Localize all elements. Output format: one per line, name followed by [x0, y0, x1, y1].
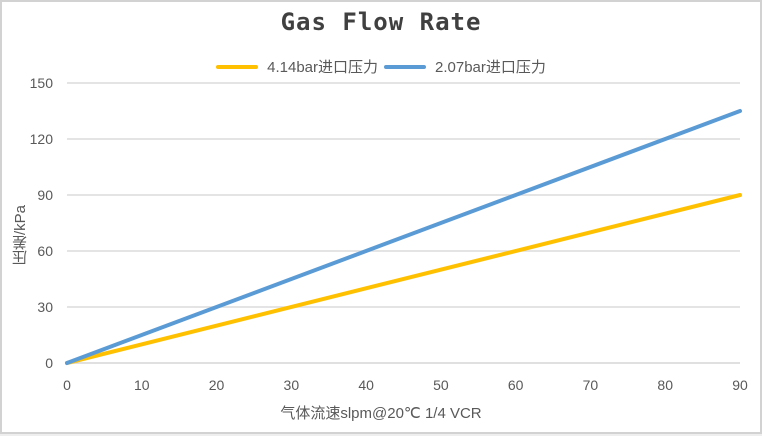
x-axis-title: 气体流速slpm@20℃ 1/4 VCR: [280, 405, 482, 422]
legend-item-2-07bar: 2.07bar进口压力: [384, 56, 546, 77]
legend: 4.14bar进口压力 2.07bar进口压力: [2, 56, 760, 77]
svg-text:30: 30: [284, 377, 300, 393]
svg-text:70: 70: [583, 377, 599, 393]
svg-text:90: 90: [732, 377, 748, 393]
svg-text:90: 90: [37, 187, 53, 203]
svg-text:80: 80: [657, 377, 673, 393]
svg-text:150: 150: [30, 75, 54, 91]
y-axis-title: 压差/kPa: [12, 204, 29, 265]
svg-text:20: 20: [209, 377, 225, 393]
legend-item-label: 2.07bar进口压力: [435, 59, 546, 76]
svg-text:0: 0: [63, 377, 71, 393]
svg-text:60: 60: [37, 243, 53, 259]
svg-text:30: 30: [37, 299, 53, 315]
svg-text:0: 0: [45, 355, 53, 371]
svg-text:60: 60: [508, 377, 524, 393]
svg-text:120: 120: [30, 131, 54, 147]
blue-line-swatch-icon: [384, 64, 426, 69]
yellow-line-swatch-icon: [216, 64, 259, 69]
svg-text:10: 10: [134, 377, 150, 393]
svg-text:40: 40: [358, 377, 374, 393]
legend-item-label: 4.14bar进口压力: [267, 59, 378, 76]
legend-item-4-14bar: 4.14bar进口压力: [216, 56, 378, 77]
svg-text:50: 50: [433, 377, 449, 393]
chart-title: Gas Flow Rate: [280, 8, 482, 36]
